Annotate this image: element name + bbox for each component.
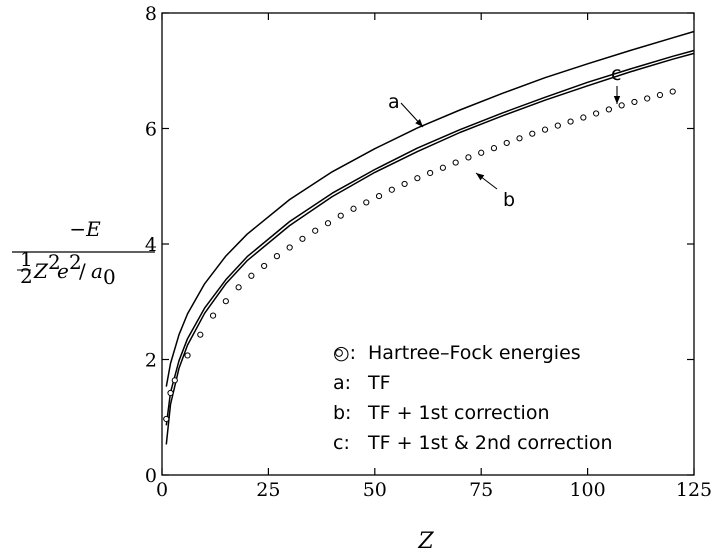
y-label-half-den: 2: [20, 264, 33, 288]
hf-point: [222, 298, 229, 305]
x-tick-label: 100: [569, 479, 605, 501]
annotation-a: a: [388, 91, 400, 113]
hf-point: [580, 114, 587, 121]
hf-point: [235, 284, 242, 291]
legend-key-b: b:: [333, 402, 351, 424]
series-line-a: [165, 30, 695, 387]
annotation-b: b: [503, 189, 515, 211]
legend-label-b: TF + 1st correction: [367, 402, 549, 424]
y-label-a: a: [91, 259, 103, 283]
curve-annotations: a b c: [388, 63, 621, 211]
y-tick-label: 0: [145, 465, 157, 487]
hf-point: [478, 149, 485, 156]
hf-point: [631, 98, 638, 106]
hf-point: [273, 253, 281, 260]
legend-key-a: a:: [333, 372, 351, 394]
hf-point: [656, 91, 664, 99]
y-tick-label: 4: [145, 234, 157, 256]
hf-point: [324, 220, 332, 227]
series-line-b: [165, 52, 695, 445]
hf-point: [452, 159, 459, 166]
legend-key-hf: ○:: [333, 342, 356, 364]
hf-point: [554, 122, 561, 129]
y-axis-label: −E 1 2 Z 2 e 2 / a 0: [12, 217, 155, 289]
hf-point: [618, 102, 625, 109]
y-tick-label: 6: [145, 119, 157, 141]
y-tick-label: 8: [145, 3, 157, 25]
y-label-numerator: −E: [69, 217, 101, 241]
hf-point: [503, 139, 510, 147]
hf-point: [669, 88, 676, 95]
x-tick-label: 125: [676, 479, 712, 501]
hf-point: [465, 154, 472, 161]
annotation-a-arrow-head: [415, 118, 423, 127]
y-label-e: e: [57, 259, 69, 283]
legend-key-c: c:: [333, 432, 350, 454]
y-label-slash: /: [79, 259, 86, 283]
x-tick-label: 25: [256, 479, 280, 501]
y-label-a-sub: 0: [103, 265, 116, 289]
hf-point: [299, 235, 306, 242]
hf-point: [388, 186, 395, 193]
hf-point: [337, 212, 344, 219]
annotation-b-arrow-head: [476, 173, 485, 181]
y-label-denominator: 1 2 Z 2 e 2 / a 0: [17, 247, 116, 289]
y-tick-label: 2: [145, 350, 157, 372]
hartree-fock-points: [163, 88, 676, 423]
axes: 0 25 50 75 100 125 0 2 4 6 8: [145, 3, 712, 501]
legend-marker-hf: [335, 349, 343, 357]
hf-point: [593, 110, 600, 117]
hf-point: [350, 205, 357, 212]
hf-point: [439, 164, 446, 171]
legend-label-c: TF + 1st & 2nd correction: [367, 432, 613, 454]
x-tick-label: 75: [469, 479, 493, 501]
legend-label-hf: Hartree–Fock energies: [368, 342, 581, 364]
annotation-c: c: [611, 63, 621, 85]
hf-point: [248, 272, 255, 279]
y-label-Z: Z: [33, 259, 49, 283]
hf-point: [286, 244, 293, 251]
series-line-c: [165, 49, 695, 426]
curves: [165, 30, 695, 445]
hf-point: [184, 352, 191, 359]
hf-point: [261, 262, 268, 270]
legend: ○: Hartree–Fock energies a: TF b: TF + 1…: [333, 342, 613, 454]
hf-point: [197, 331, 204, 338]
hf-point: [605, 106, 612, 113]
x-tick-label: 50: [363, 479, 387, 501]
y-label-half-num: 1: [20, 247, 33, 271]
hf-point: [414, 175, 421, 182]
hf-point: [375, 192, 383, 200]
hf-point: [363, 199, 370, 206]
hf-point: [644, 95, 651, 102]
hf-point: [541, 126, 549, 133]
x-tick-label: 0: [156, 479, 168, 501]
hf-point: [312, 227, 319, 234]
y-label-Z-exp: 2: [48, 250, 61, 274]
hf-point: [490, 145, 498, 152]
y-label-e-exp: 2: [69, 250, 82, 274]
annotation-c-arrow-head: [613, 96, 621, 104]
hf-point: [163, 415, 170, 423]
hf-point: [209, 312, 217, 319]
hf-point: [567, 118, 574, 125]
legend-label-a: TF: [367, 372, 391, 394]
hf-point: [401, 180, 408, 188]
x-axis-label: Z: [417, 529, 434, 553]
hf-point: [516, 135, 523, 142]
hf-point: [427, 169, 434, 177]
hf-point: [171, 377, 178, 384]
hf-point: [167, 389, 174, 397]
hf-point: [529, 130, 536, 137]
